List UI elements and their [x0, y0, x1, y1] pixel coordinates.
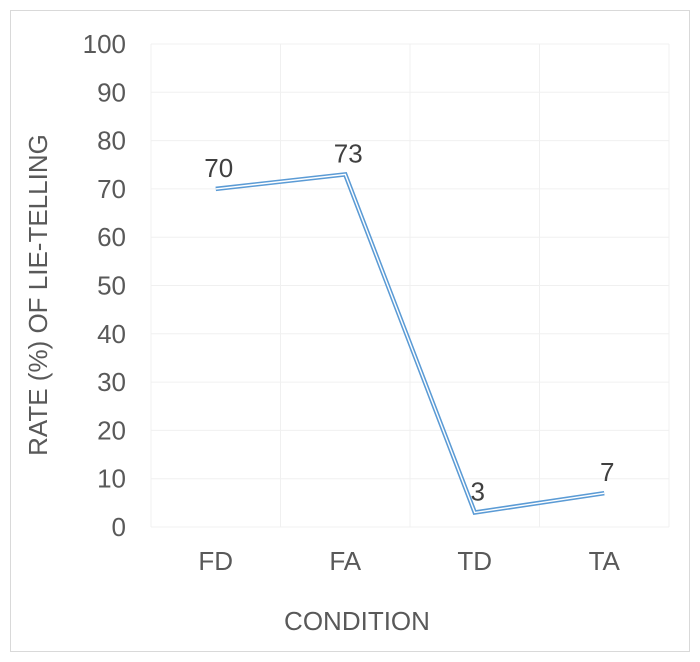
data-labels: 70 73 3 7	[204, 138, 614, 506]
y-tick-label: 30	[97, 367, 126, 397]
x-axis-title: CONDITION	[284, 606, 430, 636]
y-tick-label: 50	[97, 271, 126, 301]
y-axis-title: RATE (%) OF LIE-TELLING	[23, 134, 53, 456]
y-tick-label: 60	[97, 222, 126, 252]
y-tick-label: 90	[97, 77, 126, 107]
y-tick-label: 80	[97, 126, 126, 156]
y-tick-label: 100	[83, 29, 126, 59]
x-tick-label: TA	[589, 546, 621, 576]
x-tick-label: FA	[329, 546, 361, 576]
y-tick-label: 0	[112, 512, 126, 542]
data-label: 70	[204, 153, 233, 183]
y-tick-label: 10	[97, 464, 126, 494]
series-line-inner	[215, 173, 605, 514]
x-tick-label: FD	[198, 546, 233, 576]
y-tick-label: 70	[97, 174, 126, 204]
y-axis-ticks: 0 10 20 30 40 50 60 70 80 90 100	[83, 29, 126, 542]
gridlines	[150, 43, 670, 528]
series-lines	[215, 171, 605, 516]
y-tick-label: 40	[97, 319, 126, 349]
x-tick-label: TD	[457, 546, 492, 576]
data-label: 73	[334, 138, 363, 168]
data-label: 3	[471, 477, 485, 507]
chart-frame	[10, 10, 690, 652]
x-axis-ticks: FD FA TD TA	[198, 546, 620, 576]
data-label: 7	[600, 457, 614, 487]
y-tick-label: 20	[97, 415, 126, 445]
